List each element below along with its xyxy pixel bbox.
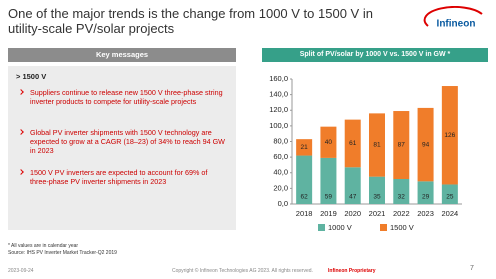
bar-segment (320, 157, 337, 204)
bar-segment (369, 176, 385, 204)
legend-label: 1500 V (390, 223, 414, 232)
key-messages-header: Key messages (8, 48, 236, 62)
bar-segment (296, 139, 313, 156)
x-tick-label: 2022 (393, 209, 410, 218)
legend-swatch (318, 224, 325, 231)
value-label: 81 (373, 142, 381, 149)
value-label: 94 (422, 141, 430, 148)
logo-swoosh (423, 6, 483, 27)
bar-segment (441, 184, 458, 204)
bar-segment (296, 155, 313, 204)
y-tick-label: 140,0 (269, 90, 288, 99)
value-label: 40 (325, 139, 333, 146)
footnote: Source: IHS PV Inverter Market Tracker-Q… (8, 250, 117, 256)
bullet: Global PV inverter shipments with 1500 V… (30, 128, 225, 155)
legend-label: 1000 V (328, 223, 352, 232)
value-label: 126 (444, 132, 455, 139)
y-tick-label: 0,0 (278, 199, 288, 208)
value-label: 62 (301, 194, 309, 201)
bar-segment (441, 86, 458, 185)
x-tick-label: 2021 (369, 209, 386, 218)
value-label: 47 (349, 194, 357, 201)
value-label: 29 (422, 194, 430, 201)
value-label: 32 (398, 194, 406, 201)
legend-swatch (380, 224, 387, 231)
bar-segment (344, 119, 361, 168)
bullet: 1500 V PV inverters are expected to acco… (30, 168, 226, 186)
bar-segment (344, 167, 361, 204)
footer-date: 2023-09-24 (8, 268, 34, 274)
x-tick-label: 2023 (417, 209, 434, 218)
y-tick-label: 120,0 (269, 105, 288, 114)
value-label: 61 (349, 140, 357, 147)
bar-segment (369, 113, 385, 177)
x-tick-label: 2024 (442, 209, 459, 218)
bar-segment (320, 126, 337, 158)
x-tick-label: 2018 (296, 209, 313, 218)
bullet: Suppliers continue to release new 1500 V… (30, 88, 226, 106)
y-tick-label: 60,0 (273, 152, 288, 161)
key-messages-subtitle: > 1500 V (16, 72, 47, 81)
y-tick-label: 80,0 (273, 136, 288, 145)
footer-copyright: Copyright © Infineon Technologies AG 202… (172, 268, 313, 274)
bar-segment (417, 107, 434, 182)
x-tick-label: 2020 (344, 209, 361, 218)
footnote: * All values are in calendar year (8, 243, 79, 249)
y-tick-label: 40,0 (273, 168, 288, 177)
y-tick-label: 20,0 (273, 183, 288, 192)
x-tick-label: 2019 (320, 209, 337, 218)
y-tick-label: 160,0 (269, 74, 288, 83)
bar-segment (417, 181, 434, 204)
logo: Infineon (423, 6, 483, 30)
footer-classification: Infineon Proprietary (328, 268, 376, 274)
bar-segment (393, 179, 410, 204)
page-number: 7 (470, 265, 474, 272)
bar-segment (393, 111, 410, 179)
slide-title: One of the major trends is the change fr… (8, 6, 373, 36)
value-label: 21 (301, 144, 309, 151)
value-label: 35 (373, 194, 381, 201)
chart-title: Split of PV/solar by 1000 V vs. 1500 V i… (262, 48, 488, 62)
value-label: 25 (446, 194, 454, 201)
value-label: 59 (325, 194, 333, 201)
logo-text: Infineon (437, 19, 476, 30)
y-tick-label: 100,0 (269, 121, 288, 130)
value-label: 87 (398, 142, 406, 149)
